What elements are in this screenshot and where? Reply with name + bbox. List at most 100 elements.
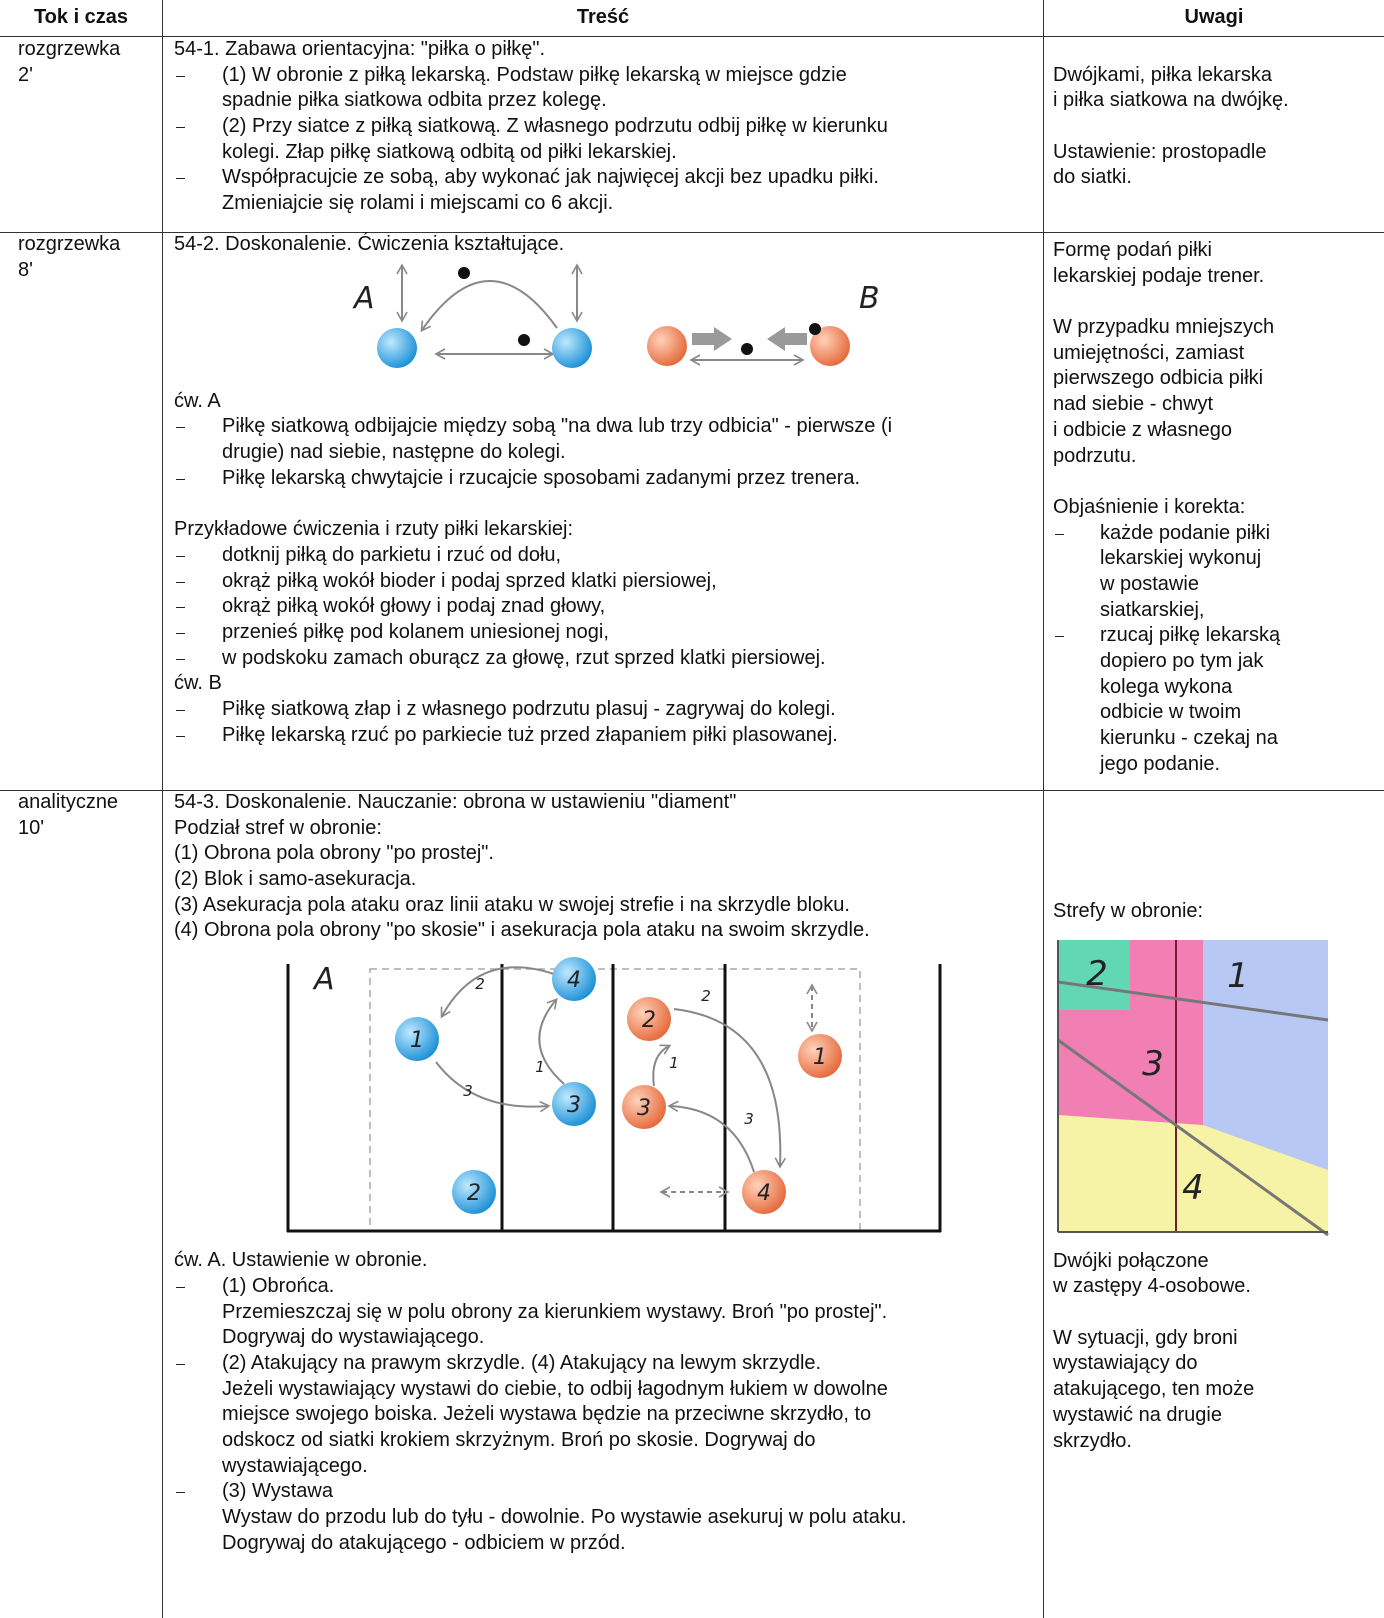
text-line: W sytuacji, gdy broni xyxy=(1053,1326,1238,1349)
arrow xyxy=(673,1008,787,1169)
ball-dot xyxy=(458,266,470,279)
text-line: 54-3. Doskonalenie. Nauczanie: obrona w … xyxy=(174,791,737,813)
section: Ustawienie: prostopadle do siatki. xyxy=(1053,140,1384,191)
zone-label: 4 xyxy=(1182,1168,1204,1208)
zone xyxy=(1058,939,1203,1125)
section: 54-1. Zabawa orientacyjna: "piłka o piłk… xyxy=(174,37,1040,217)
list-line: (2) Przy siatce z piłką siatkową. Z włas… xyxy=(222,115,888,138)
text-line: umiejętności, zamiast xyxy=(1053,341,1245,364)
section: Objaśnienie i korekta: każde podanie piłk… xyxy=(1053,495,1384,778)
player-number: 2 xyxy=(642,1008,656,1033)
arrow xyxy=(667,1100,755,1173)
player-number: 1 xyxy=(410,1028,424,1053)
list-line: Przemieszczaj się w polu obrony za kieru… xyxy=(222,1300,888,1323)
list-line: (1) W obronie z piłką lekarską. Podstaw … xyxy=(222,63,847,86)
figure-label: A xyxy=(312,962,335,997)
bullet xyxy=(176,178,185,180)
text-line: podrzutu. xyxy=(1053,444,1137,467)
list-line: odskocz od siatki krokiem skrzyżnym. Bro… xyxy=(222,1428,816,1451)
list-line: drugie) nad siebie, następne do kolegi. xyxy=(222,441,566,464)
text-line: wystawiający do xyxy=(1053,1352,1198,1375)
column-rule xyxy=(162,0,163,1618)
list-item: (1) W obronie z piłką lekarską. Podstaw … xyxy=(174,63,1040,114)
list-line: (1) Obrońca. xyxy=(222,1274,335,1297)
text-line: Objaśnienie i korekta: xyxy=(1053,495,1246,518)
time: 10' xyxy=(18,816,45,839)
bullet xyxy=(176,1363,185,1365)
text-line: skrzydło. xyxy=(1053,1429,1132,1452)
column-header: Treść xyxy=(576,6,630,28)
text-line: (4) Obrona pola obrony "po skosie" i ase… xyxy=(174,919,870,942)
bullet xyxy=(176,632,185,634)
list-line: Piłkę siatkową złap i z własnego podrzut… xyxy=(222,697,836,720)
ball xyxy=(622,1085,666,1130)
text-line: (3) Asekuracja pola ataku oraz linii ata… xyxy=(174,893,850,916)
list-line: Piłkę siatkową odbijajcie między sobą "n… xyxy=(222,415,893,438)
list-item: Piłkę siatkową złap i z własnego podrzut… xyxy=(174,697,1040,723)
list-line: odbicie w twoim xyxy=(1100,701,1242,724)
arrow-label: 1 xyxy=(535,1058,545,1076)
column-header: Uwagi xyxy=(1184,6,1244,28)
notes-cell: Strefy w obronie: 1 2 3 4 Dwójki połączone w z… xyxy=(1053,899,1384,1454)
list-line: lekarskiej wykonuj xyxy=(1100,547,1262,570)
text-line: i odbicie z własnego xyxy=(1053,418,1232,441)
zone-line xyxy=(1057,1038,1329,1236)
zone xyxy=(1058,939,1130,1010)
list-line: okrąż piłką wokół głowy i podaj znad gło… xyxy=(222,595,606,618)
ball-dot xyxy=(518,333,530,346)
figure: A 2 1 3 2 1 3 1 4 3 2 2 3 1 4 xyxy=(286,957,942,1233)
list-item: przenieś piłkę pod kolanem uniesionej no… xyxy=(174,620,1040,646)
zone-label: 3 xyxy=(1142,1044,1164,1084)
list-line: Zmieniajcie się rolami i miejscami co 6 … xyxy=(222,192,614,215)
list-line: Dogrywaj do atakującego - odbiciem w prz… xyxy=(222,1531,626,1554)
arrow-label: 3 xyxy=(744,1110,754,1128)
text-line: Ustawienie: prostopadle xyxy=(1053,140,1267,163)
list-item: okrąż piłką wokół bioder i podaj sprzed … xyxy=(174,569,1040,595)
arrow-label: 2 xyxy=(475,975,485,993)
column-rule xyxy=(1043,0,1044,1618)
bullet xyxy=(176,658,185,660)
text-line: do siatki. xyxy=(1053,166,1132,189)
ball xyxy=(552,327,592,368)
section: 54-3. Doskonalenie. Nauczanie: obrona w … xyxy=(174,790,1040,1556)
text-line: ćw. A. Ustawienie w obronie. xyxy=(174,1249,428,1272)
list-item: w podskoku zamach oburącz za głowę, rzut… xyxy=(174,646,1040,672)
list-line: Jeżeli wystawiający wystawi do ciebie, t… xyxy=(222,1377,888,1400)
section: Przykładowe ćwiczenia i rzuty piłki leka… xyxy=(174,517,1040,748)
ball xyxy=(647,325,687,366)
ball xyxy=(742,1170,786,1215)
ball xyxy=(552,1082,596,1127)
notes-cell: Dwójkami, piłka lekarska i piłka siatkowa… xyxy=(1053,63,1384,191)
list-item: okrąż piłką wokół głowy i podaj znad gło… xyxy=(174,594,1040,620)
list-item: Współpracujcie ze sobą, aby wykonać jak … xyxy=(174,165,1040,216)
bullet xyxy=(1055,533,1064,535)
text-line: Podział stref w obronie: xyxy=(174,816,382,839)
list-line: dotknij piłką do parkietu i rzuć od dołu… xyxy=(222,543,562,566)
time: 2' xyxy=(18,63,33,86)
zone-line xyxy=(1057,980,1329,1022)
header-rule xyxy=(0,36,1384,37)
figure-label: A xyxy=(352,281,375,316)
pass-arrow xyxy=(767,326,807,351)
list-line: w podskoku zamach oburącz za głowę, rzut… xyxy=(222,646,826,669)
arrow xyxy=(420,279,558,332)
list-line: w postawie xyxy=(1100,572,1199,595)
section: 54-2. Doskonalenie. Ćwiczenia kształtują… xyxy=(174,232,1040,491)
list-line: Piłkę lekarską rzuć po parkiecie tuż prz… xyxy=(222,723,838,746)
list-line: (3) Wystawa xyxy=(222,1480,333,1503)
list-line: (2) Atakujący na prawym skrzydle. (4) At… xyxy=(222,1351,822,1374)
list-item: każde podanie piłki lekarskiej wykonuj w p… xyxy=(1053,521,1384,624)
text-line: Strefy w obronie: xyxy=(1053,900,1204,922)
content-cell: 54-3. Doskonalenie. Nauczanie: obrona w … xyxy=(174,790,1040,1556)
bullet xyxy=(176,607,185,609)
list-line: dopiero po tym jak xyxy=(1100,650,1264,672)
pass-arrow xyxy=(692,326,732,351)
text-line: W przypadku mniejszych xyxy=(1053,316,1275,339)
list-line: kierunku - czekaj na xyxy=(1100,727,1278,750)
list-line: każde podanie piłki xyxy=(1100,521,1271,544)
section: Strefy w obronie: 1 2 3 4 Dwójki połączone w z… xyxy=(1053,899,1384,1300)
list-item: (1) Obrońca. Przemieszczaj się w polu obr… xyxy=(174,1274,1040,1351)
figure-label: B xyxy=(859,281,880,316)
list-line: wystawiającego. xyxy=(222,1454,368,1477)
